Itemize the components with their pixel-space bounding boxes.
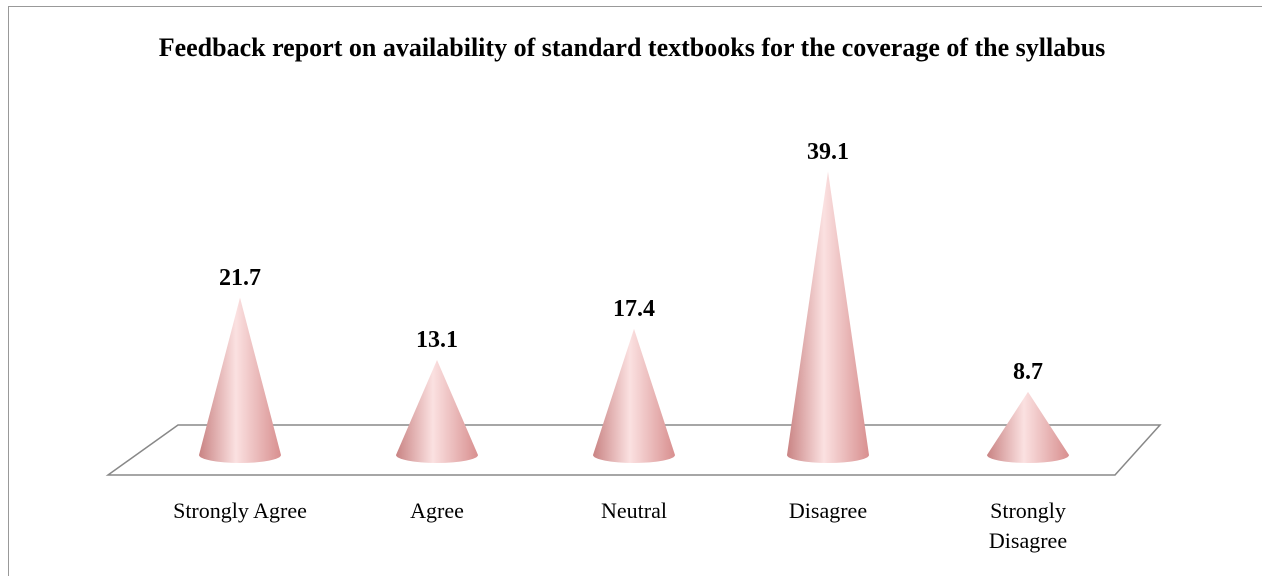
value-label: 39.1 — [807, 138, 849, 165]
value-label: 13.1 — [416, 327, 458, 354]
value-label: 21.7 — [219, 264, 261, 291]
x-tick-label: Strongly Disagree — [988, 498, 1068, 553]
x-tick-label: Disagree — [788, 498, 868, 523]
cone — [787, 171, 869, 463]
value-label: 17.4 — [613, 295, 655, 322]
chart-title: Feedback report on availability of stand… — [158, 33, 1106, 62]
value-label: 8.7 — [1013, 358, 1043, 385]
cone — [396, 360, 478, 463]
x-tick-label: Strongly Agree — [173, 498, 307, 523]
cone — [199, 297, 281, 463]
cone — [593, 328, 675, 463]
chart-frame — [8, 6, 1262, 576]
cone — [987, 391, 1069, 463]
x-tick-label: Neutral — [601, 498, 667, 523]
x-tick-label: Agree — [410, 498, 464, 523]
